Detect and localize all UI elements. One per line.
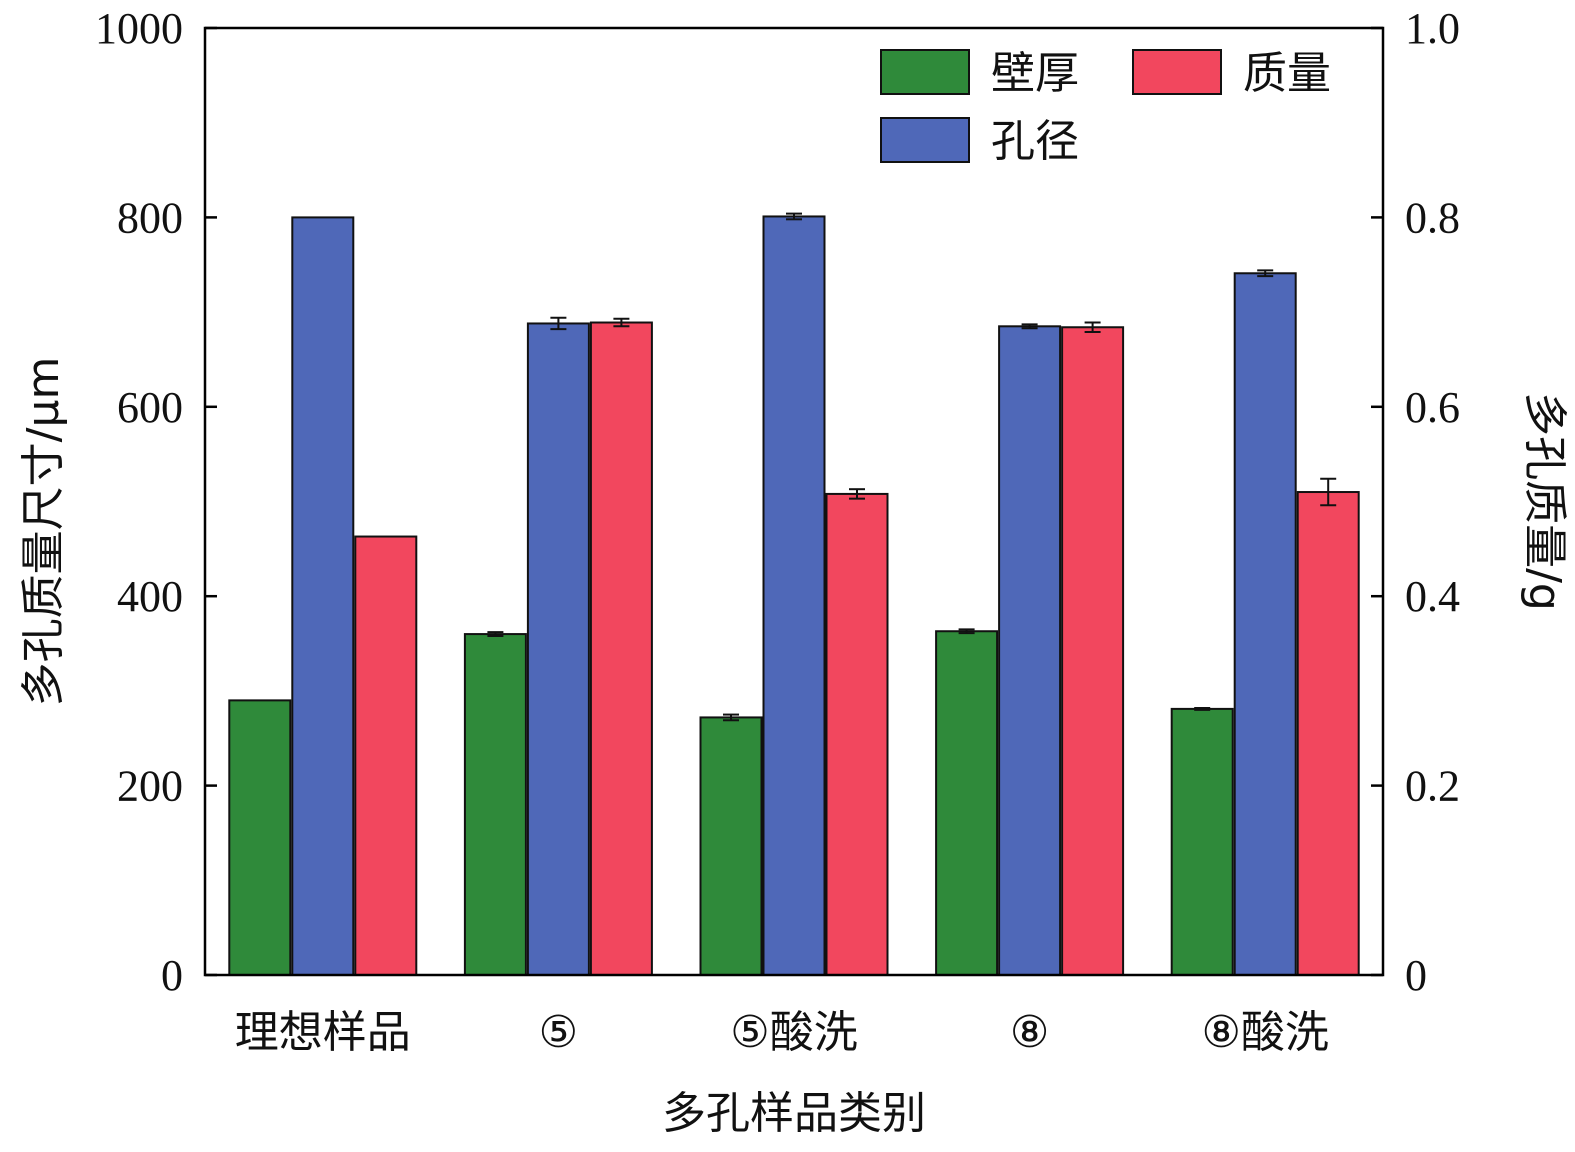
bar-壁厚-1 [463,633,527,977]
right-y-axis-title: 多孔质量/g [1519,392,1570,611]
bar-质量-3 [1061,326,1125,976]
legend-label: 壁厚 [991,48,1079,99]
bars-layer [228,215,1360,977]
bar-壁厚-2 [699,716,763,977]
legend-label: 质量 [1243,48,1331,99]
category-label: ⑤ [539,1007,578,1058]
bar-孔径-0 [291,216,355,976]
category-label: 理想样品 [235,1007,411,1058]
right-tick-label: 1.0 [1405,4,1460,53]
plot-frame [203,26,1385,977]
legend-swatch [880,49,970,95]
right-tick-label: 0.4 [1405,572,1460,621]
right-tick-label: 0.6 [1405,383,1460,432]
bar-孔径-4 [1233,272,1297,976]
left-axis-ticks: 0 200 400 600 800 1000 [95,4,217,1000]
right-tick-label: 0.8 [1405,193,1460,242]
bar-壁厚-0 [228,699,292,976]
category-labels: 理想样品 ⑤ ⑤酸洗 ⑧ ⑧酸洗 [235,1007,1329,1058]
legend-swatch [1132,49,1222,95]
bar-质量-4 [1296,491,1360,976]
left-tick-label: 0 [161,951,183,1000]
x-axis-title: 多孔样品类别 [662,1088,926,1139]
category-label: ⑤酸洗 [730,1007,857,1058]
category-label: ⑧酸洗 [1201,1007,1328,1058]
left-tick-label: 600 [117,383,183,432]
bar-孔径-1 [526,322,590,976]
bar-壁厚-4 [1170,707,1234,976]
error-bars-layer [487,212,1337,722]
left-tick-label: 200 [117,762,183,811]
left-tick-label: 800 [117,193,183,242]
bar-壁厚-3 [935,630,999,976]
category-label: ⑧ [1010,1007,1049,1058]
left-y-axis-title: 多孔质量尺寸/μm [18,357,69,707]
left-tick-label: 1000 [95,4,183,53]
legend-swatch [880,117,970,163]
bar-质量-1 [589,321,653,976]
right-axis-ticks: 0 0.2 0.4 0.6 0.8 1.0 [1371,4,1460,1000]
bar-质量-2 [825,492,889,976]
bar-孔径-3 [998,325,1062,976]
right-tick-label: 0 [1405,951,1427,1000]
right-tick-label: 0.2 [1405,762,1460,811]
bar-孔径-2 [762,215,826,976]
legend-label: 孔径 [991,116,1079,167]
bar-质量-0 [354,535,418,976]
left-tick-label: 400 [117,572,183,621]
